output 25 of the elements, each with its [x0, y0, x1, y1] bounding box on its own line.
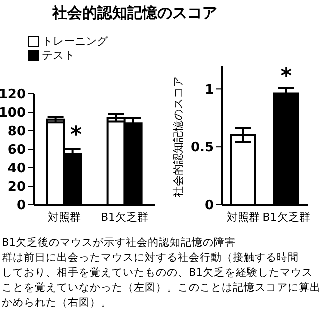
x-tick-label: B1欠乏群: [100, 210, 149, 224]
y-tick-label: 0: [16, 198, 26, 214]
y-tick-label: 0.5: [190, 140, 214, 156]
annotation: *: [280, 64, 293, 90]
y-tick-label: 40: [8, 162, 26, 177]
y-tick-label: 80: [8, 124, 26, 140]
x-tick-label: 対照群: [227, 210, 260, 224]
annotation: *: [70, 122, 82, 148]
y-tick-label: 100: [0, 106, 26, 122]
text: しており、相手を覚えていたものの、B1欠乏を経験したマウス: [2, 266, 314, 281]
chart-title: 社会的認知記憶のスコア: [51, 4, 218, 23]
text: ことを覚えていなかった（左図）。このことは記憶スコアに算出: [2, 281, 320, 296]
legend-label: テスト: [42, 48, 75, 62]
y-tick-label: 1: [204, 82, 214, 98]
y-tick-label: 0: [204, 198, 214, 214]
x-tick-label: B1欠乏群: [262, 210, 310, 224]
y-tick-label: 60: [8, 143, 26, 158]
y-axis-title: 社会的認知記憶のスコア: [172, 76, 185, 198]
text: B1欠乏後のマウスが示す社会的認知記憶の障害: [2, 236, 237, 251]
x-tick-label: 対照群: [48, 210, 81, 224]
text: かめられた（右図）。: [2, 296, 113, 311]
legend-label: トレーニング: [42, 34, 108, 48]
text: 群は前日に出会ったマウスに対する社会行動（接触する時間: [2, 251, 300, 266]
y-tick-label: 20: [8, 180, 26, 196]
y-tick-label: 120: [0, 88, 26, 103]
